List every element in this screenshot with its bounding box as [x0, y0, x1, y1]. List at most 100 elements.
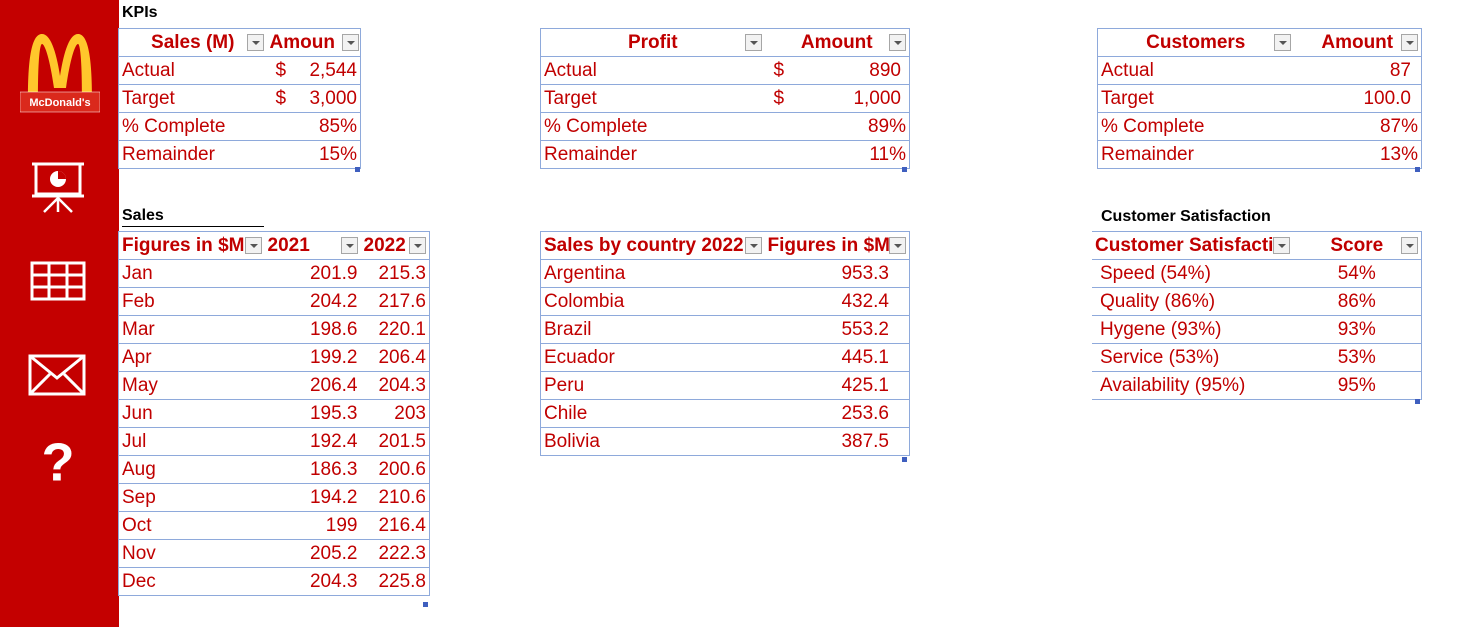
row-label[interactable]: Oct — [118, 511, 265, 540]
amount-header[interactable]: Amount — [1293, 28, 1422, 57]
year-2022-header[interactable]: 2022 — [360, 231, 430, 260]
amount-cell[interactable]: $890 — [764, 56, 910, 85]
value-cell[interactable]: 95% — [1293, 371, 1422, 400]
score-header[interactable]: Score — [1293, 231, 1422, 260]
filter-dropdown-icon[interactable] — [1273, 34, 1291, 51]
amount-cell[interactable]: 15% — [266, 140, 361, 169]
filter-dropdown-icon[interactable] — [889, 237, 906, 254]
row-label[interactable]: Sep — [118, 483, 265, 512]
value-cell[interactable]: 432.4 — [764, 287, 910, 316]
value-cell[interactable]: 199.2 — [264, 343, 361, 372]
row-label[interactable]: Remainder — [540, 140, 765, 169]
row-label[interactable]: Chile — [540, 399, 765, 428]
table-icon[interactable] — [28, 255, 88, 311]
amount-cell[interactable]: 13% — [1293, 140, 1422, 169]
filter-dropdown-icon[interactable] — [1400, 237, 1418, 254]
row-label[interactable]: Colombia — [540, 287, 765, 316]
value-cell[interactable]: 553.2 — [764, 315, 910, 344]
value-cell[interactable]: 201.9 — [264, 259, 361, 288]
row-label[interactable]: Jan — [118, 259, 265, 288]
row-label[interactable]: Argentina — [540, 259, 765, 288]
row-label[interactable]: % Complete — [1097, 112, 1294, 141]
amount-cell[interactable]: 85% — [266, 112, 361, 141]
amount-cell[interactable]: 100.0 — [1293, 84, 1422, 113]
table-resize-handle[interactable] — [1415, 399, 1420, 404]
value-cell[interactable]: 195.3 — [264, 399, 361, 428]
row-label[interactable]: Brazil — [540, 315, 765, 344]
row-label[interactable]: Hygene (93%) — [1092, 315, 1293, 344]
row-label[interactable]: Remainder — [118, 140, 267, 169]
row-label[interactable]: Target — [1097, 84, 1294, 113]
help-icon[interactable]: ? — [28, 432, 88, 488]
filter-dropdown-icon[interactable] — [744, 237, 762, 254]
row-label[interactable]: Target — [118, 84, 267, 113]
value-cell[interactable]: 186.3 — [264, 455, 361, 484]
value-cell[interactable]: 215.3 — [360, 259, 430, 288]
value-cell[interactable]: 445.1 — [764, 343, 910, 372]
value-cell[interactable]: 194.2 — [264, 483, 361, 512]
amount-cell[interactable]: 89% — [764, 112, 910, 141]
table-resize-handle[interactable] — [902, 457, 907, 462]
row-label[interactable]: Jul — [118, 427, 265, 456]
amount-cell[interactable]: 11% — [764, 140, 910, 169]
filter-dropdown-icon[interactable] — [1401, 34, 1418, 51]
filter-dropdown-icon[interactable] — [342, 34, 359, 51]
value-cell[interactable]: 204.3 — [360, 371, 430, 400]
value-cell[interactable]: 192.4 — [264, 427, 361, 456]
row-label[interactable]: Availability (95%) — [1092, 371, 1293, 400]
row-label[interactable]: Nov — [118, 539, 265, 568]
value-cell[interactable]: 204.3 — [264, 567, 361, 596]
value-cell[interactable]: 217.6 — [360, 287, 430, 316]
profit-header[interactable]: Profit — [540, 28, 765, 57]
row-label[interactable]: May — [118, 371, 265, 400]
value-cell[interactable]: 198.6 — [264, 315, 361, 344]
value-cell[interactable]: 201.5 — [360, 427, 430, 456]
value-cell[interactable]: 203 — [360, 399, 430, 428]
amount-header[interactable]: Amoun — [266, 28, 361, 57]
table-resize-handle[interactable] — [902, 167, 907, 172]
filter-dropdown-icon[interactable] — [340, 237, 358, 254]
row-label[interactable]: Mar — [118, 315, 265, 344]
row-label[interactable]: Feb — [118, 287, 265, 316]
amount-header[interactable]: Amount — [764, 28, 910, 57]
row-label[interactable]: Peru — [540, 371, 765, 400]
filter-dropdown-icon[interactable] — [409, 237, 426, 254]
mcdonalds-logo[interactable]: McDonald's — [20, 28, 100, 118]
value-cell[interactable]: 225.8 — [360, 567, 430, 596]
value-cell[interactable]: 220.1 — [360, 315, 430, 344]
filter-dropdown-icon[interactable] — [744, 34, 762, 51]
value-cell[interactable]: 93% — [1293, 315, 1422, 344]
presentation-icon[interactable] — [28, 160, 88, 216]
customers-header[interactable]: Customers — [1097, 28, 1294, 57]
filter-dropdown-icon[interactable] — [889, 34, 906, 51]
sales-m-header[interactable]: Sales (M) — [118, 28, 267, 57]
filter-dropdown-icon[interactable] — [1273, 237, 1290, 254]
value-cell[interactable]: 210.6 — [360, 483, 430, 512]
value-cell[interactable]: 53% — [1293, 343, 1422, 372]
amount-cell[interactable]: $2,544 — [266, 56, 361, 85]
row-label[interactable]: Bolivia — [540, 427, 765, 456]
value-cell[interactable]: 953.3 — [764, 259, 910, 288]
country-header[interactable]: Sales by country 2022 — [540, 231, 765, 260]
value-cell[interactable]: 199 — [264, 511, 361, 540]
row-label[interactable]: Service (53%) — [1092, 343, 1293, 372]
amount-cell[interactable]: $3,000 — [266, 84, 361, 113]
value-cell[interactable]: 253.6 — [764, 399, 910, 428]
row-label[interactable]: Target — [540, 84, 765, 113]
row-label[interactable]: Quality (86%) — [1092, 287, 1293, 316]
row-label[interactable]: Aug — [118, 455, 265, 484]
amount-cell[interactable]: 87% — [1293, 112, 1422, 141]
row-label[interactable]: Actual — [540, 56, 765, 85]
value-cell[interactable]: 425.1 — [764, 371, 910, 400]
row-label[interactable]: Jun — [118, 399, 265, 428]
value-cell[interactable]: 200.6 — [360, 455, 430, 484]
table-resize-handle[interactable] — [423, 602, 428, 607]
satisfaction-header[interactable]: Customer Satisfacti — [1092, 231, 1293, 260]
row-label[interactable]: Dec — [118, 567, 265, 596]
table-resize-handle[interactable] — [355, 167, 360, 172]
mail-icon[interactable] — [28, 348, 88, 404]
value-cell[interactable]: 204.2 — [264, 287, 361, 316]
row-label[interactable]: Apr — [118, 343, 265, 372]
amount-cell[interactable]: 87 — [1293, 56, 1422, 85]
value-cell[interactable]: 222.3 — [360, 539, 430, 568]
